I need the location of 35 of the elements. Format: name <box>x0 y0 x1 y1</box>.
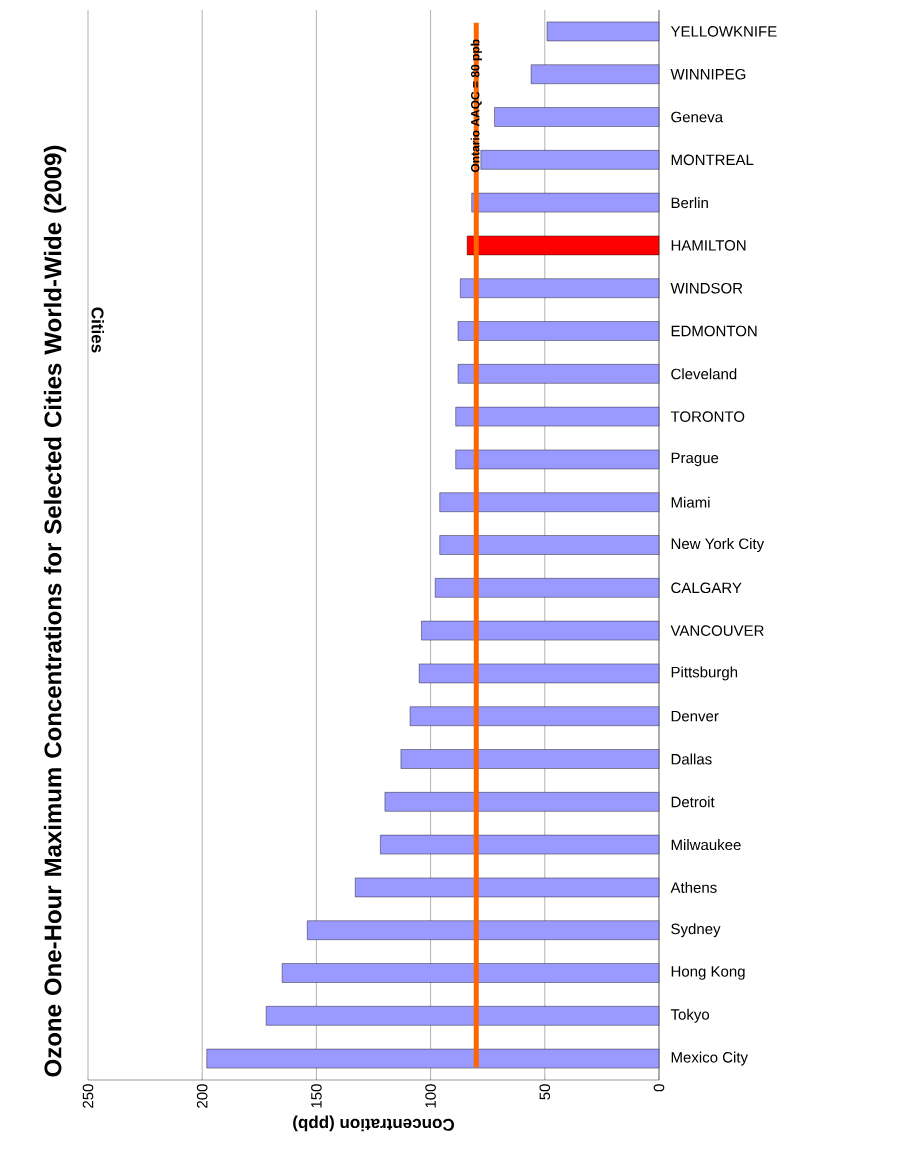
y-tick-label: EDMONTON <box>671 325 757 337</box>
y-tick-label: HAMILTON <box>671 240 746 251</box>
ref-line-label: Ontario AAQC = 80 ppb <box>470 39 482 173</box>
y-tick-label: Cleveland <box>671 368 737 380</box>
y-tick-label: Milwaukee <box>671 839 741 851</box>
y-tick-label: Denver <box>671 710 719 722</box>
y-tick-label: WINNIPEG <box>670 68 746 80</box>
x-tick-label: 150 <box>311 1084 322 1108</box>
x-tick-label: 250 <box>82 1084 94 1108</box>
y-tick-label: TORONTO <box>670 411 745 422</box>
y-tick-label: Prague <box>671 452 719 467</box>
y-tick-label: Dallas <box>671 753 712 765</box>
y-tick-label: Detroit <box>671 796 715 808</box>
y-tick-label: Hong Kong <box>671 966 745 980</box>
y-tick-label: Miami <box>671 496 710 508</box>
y-tick-label: WINDSOR <box>670 282 743 294</box>
x-tick-label: 200 <box>196 1084 208 1108</box>
y-tick-label: VANCOUVER <box>670 625 764 636</box>
y-tick-label: New York City <box>671 538 765 552</box>
y-tick-label: Berlin <box>671 197 708 209</box>
y-tick-label: Mexico City <box>671 1051 748 1066</box>
y-tick-label: Sydney <box>671 923 721 938</box>
x-tick-label: 0 <box>653 1084 665 1092</box>
x-tick-label: 50 <box>539 1084 551 1100</box>
text: Ozone One-Hour Maximum Concentrations for Selected Cities World-Wide (2009) <box>43 145 67 1077</box>
y-tick-label: MONTREAL <box>671 154 754 166</box>
y-tick-label: Tokyo <box>670 1008 710 1023</box>
x-axis-title: Concentration (ppb) <box>293 1115 455 1132</box>
y-tick-label: Geneva <box>671 111 724 123</box>
y-tick-label: Pittsburgh <box>671 666 738 681</box>
y-tick-label: CALGARY <box>671 582 742 594</box>
x-tick-label: 100 <box>425 1084 436 1108</box>
y-axis-title: Cities <box>91 307 104 353</box>
y-tick-label: Athens <box>670 881 717 893</box>
y-tick-label: YELLOWKNIFE <box>670 26 777 37</box>
